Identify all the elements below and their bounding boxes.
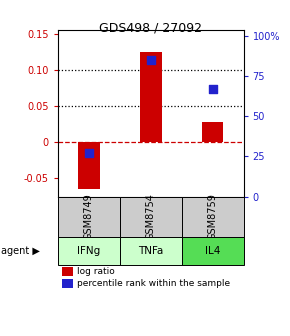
- Text: agent ▶: agent ▶: [1, 246, 40, 256]
- Text: IFNg: IFNg: [77, 246, 101, 256]
- Bar: [182, 237, 244, 265]
- Bar: [62, 279, 73, 288]
- Bar: [58, 197, 120, 237]
- Text: log ratio: log ratio: [77, 267, 114, 276]
- Text: IL4: IL4: [205, 246, 220, 256]
- Text: TNFa: TNFa: [138, 246, 164, 256]
- Point: [210, 86, 215, 91]
- Bar: [182, 197, 244, 237]
- Bar: [62, 267, 73, 276]
- Text: GDS498 / 27092: GDS498 / 27092: [99, 22, 202, 35]
- Point: [148, 57, 153, 62]
- Bar: [58, 237, 120, 265]
- Bar: [78, 142, 100, 189]
- Text: GSM8754: GSM8754: [146, 194, 156, 240]
- Bar: [120, 237, 182, 265]
- Point: [87, 151, 91, 156]
- Bar: [202, 122, 224, 142]
- Bar: [120, 197, 182, 237]
- Text: GSM8749: GSM8749: [84, 194, 94, 240]
- Text: GSM8759: GSM8759: [208, 194, 218, 240]
- Text: percentile rank within the sample: percentile rank within the sample: [77, 279, 230, 288]
- Bar: [140, 52, 162, 142]
